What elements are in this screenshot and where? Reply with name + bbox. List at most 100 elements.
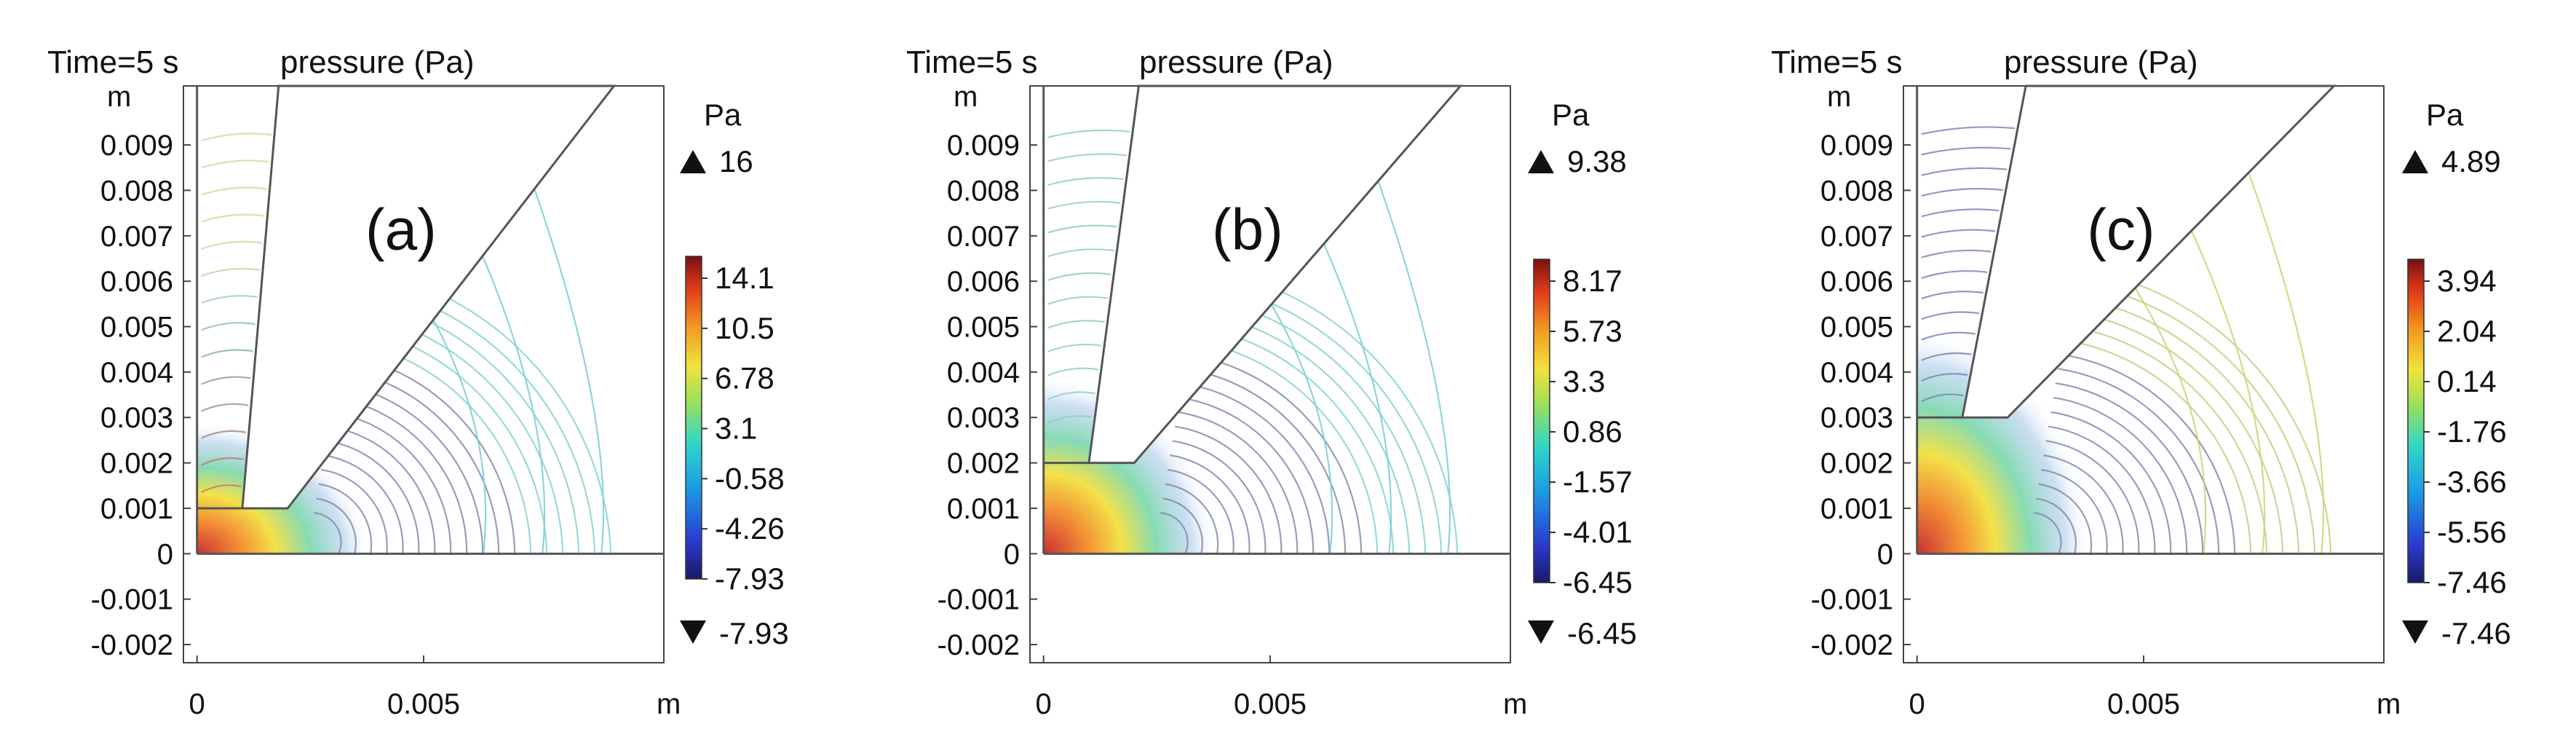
- y-unit-label: m: [954, 81, 978, 113]
- y-tick-label: 0.001: [947, 493, 1020, 525]
- contour-line: [1921, 373, 1968, 382]
- contour-line: [1921, 229, 1996, 238]
- y-tick-label: -0.002: [1811, 629, 1893, 661]
- contour-line: [201, 159, 269, 169]
- contour-line: [2048, 425, 2156, 554]
- contour-line: [2064, 324, 2268, 554]
- y-tick-label: 0.002: [947, 448, 1020, 480]
- max-triangle-icon: [1528, 150, 1554, 173]
- contour-line: [1047, 296, 1109, 305]
- colorbar-tick-label: -1.57: [1563, 465, 1633, 499]
- y-tick-label: 0.003: [100, 402, 173, 434]
- colorbar-tick-label: 5.73: [1563, 314, 1622, 348]
- y-tick-label: 0.004: [947, 357, 1020, 389]
- contour-line: [201, 295, 258, 304]
- colorbar-tick-label: 3.3: [1563, 364, 1605, 398]
- x-unit-label: m: [2377, 688, 2401, 720]
- colorbar-tick-label: 0.14: [2437, 364, 2497, 398]
- y-tick-label: 0.004: [100, 357, 173, 389]
- contour-line: [201, 240, 263, 250]
- contour-line: [1047, 438, 1090, 448]
- contour-line: [2038, 483, 2093, 554]
- min-triangle-icon: [2402, 620, 2428, 644]
- panel-c: Time=5 s pressure (Pa) m m 0.009 0.008 0.007 0.…: [1771, 44, 2511, 720]
- colorbar-unit: Pa: [2426, 98, 2464, 132]
- colorbar-tick-label: 10.5: [715, 311, 774, 345]
- colorbar-tick-label: 0.86: [1563, 414, 1622, 449]
- colorbar-max-label: 16: [719, 144, 753, 178]
- contour-line: [1165, 483, 1219, 554]
- contour-line: [1047, 320, 1105, 329]
- colorbar-max-label: 9.38: [1567, 144, 1627, 178]
- y-tick-label: 0.003: [1820, 402, 1893, 434]
- contour-line: [1047, 248, 1114, 258]
- colorbar-tick-label: 2.04: [2437, 314, 2497, 348]
- contour-line: [2055, 382, 2204, 554]
- contour-line: [1047, 129, 1130, 138]
- contour-line: [1160, 512, 1189, 554]
- y-tick-label: 0: [157, 538, 173, 570]
- plot-title: Time=5 s: [906, 44, 1038, 80]
- contour-line: [2053, 396, 2188, 554]
- colorbar-tick-label: 6.78: [715, 361, 774, 395]
- contour-line: [201, 403, 249, 412]
- contour-line: [1177, 411, 1299, 554]
- panel-b: Time=5 s pressure (Pa) m m 0.009 0.008 0.007 0.…: [906, 44, 1637, 720]
- y-tick-label: 0.008: [1820, 175, 1893, 207]
- contour-line: [1921, 249, 1992, 259]
- y-tick-label: -0.001: [91, 584, 173, 616]
- plot-title: Time=5 s: [47, 44, 179, 80]
- y-tick-label: 0.005: [947, 312, 1020, 344]
- contour-line: [1172, 440, 1267, 554]
- y-tick-label: 0.002: [1820, 448, 1893, 480]
- contour-line: [1921, 393, 1964, 403]
- contour-line: [1921, 188, 2003, 197]
- contour-line: [1374, 172, 1451, 554]
- colorbar-max-label: 4.89: [2441, 144, 2501, 178]
- colorbar-tick-label: -6.45: [1563, 565, 1633, 599]
- colorbar-tick-label: 8.17: [1563, 264, 1622, 298]
- contour-line: [528, 172, 605, 554]
- x-tick-label: 0.005: [387, 688, 460, 720]
- contour-line: [316, 497, 357, 554]
- colorbar-gradient: [1533, 259, 1550, 583]
- colorbar-tick-label: -7.46: [2437, 565, 2507, 599]
- contour-line: [1047, 391, 1095, 401]
- panel-label: (a): [365, 197, 437, 262]
- contour-line: [320, 468, 388, 554]
- contour-line: [1921, 208, 2000, 218]
- contour-line: [2034, 512, 2062, 554]
- contour-line: [1174, 425, 1283, 554]
- y-tick-label: 0.009: [100, 130, 173, 162]
- contour-line: [2045, 440, 2140, 554]
- x-tick-label: 0.005: [2107, 688, 2180, 720]
- contour-line: [2040, 468, 2108, 554]
- contour-line: [1186, 353, 1363, 554]
- contour-line: [328, 425, 436, 554]
- plot-subtitle: pressure (Pa): [1139, 44, 1333, 80]
- contour-line: [201, 267, 261, 277]
- solid-wedge: [241, 84, 617, 510]
- y-tick-label: 0.004: [1820, 357, 1893, 389]
- contour-line: [1315, 226, 1392, 554]
- contour-line: [2069, 296, 2300, 554]
- contour-line: [1184, 368, 1347, 554]
- y-tick-label: 0.005: [1820, 312, 1893, 344]
- y-tick-label: 0.007: [100, 221, 173, 253]
- y-tick-label: -0.001: [938, 584, 1020, 616]
- colorbar-tick-label: -3.66: [2437, 465, 2507, 499]
- y-tick-label: 0.006: [1820, 266, 1893, 298]
- y-tick-label: -0.002: [91, 629, 173, 661]
- contour-line: [2189, 226, 2266, 554]
- contour-line: [1162, 497, 1203, 554]
- y-tick-label: 0.008: [947, 175, 1020, 207]
- contour-line: [469, 226, 546, 554]
- contour-line: [2058, 368, 2220, 554]
- contour-line: [314, 512, 342, 554]
- contour-line: [1047, 153, 1127, 162]
- contour-line: [1921, 352, 1972, 361]
- y-tick-label: -0.002: [938, 629, 1020, 661]
- max-triangle-icon: [680, 150, 706, 173]
- colorbar-tick-label: 14.1: [715, 261, 774, 295]
